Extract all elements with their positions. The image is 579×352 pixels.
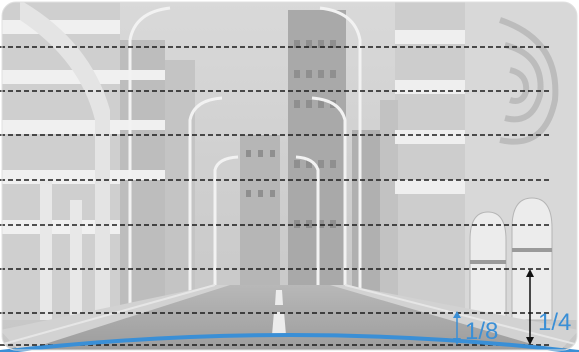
eighth-label: 1/8 [465,318,498,345]
eighth-height-marker: 1/8 [453,311,498,345]
quarter-height-marker: 1/4 [526,269,571,345]
horizontal-guide-lines [0,46,550,346]
quarter-label: 1/4 [538,309,571,336]
hood-curve [0,333,579,352]
